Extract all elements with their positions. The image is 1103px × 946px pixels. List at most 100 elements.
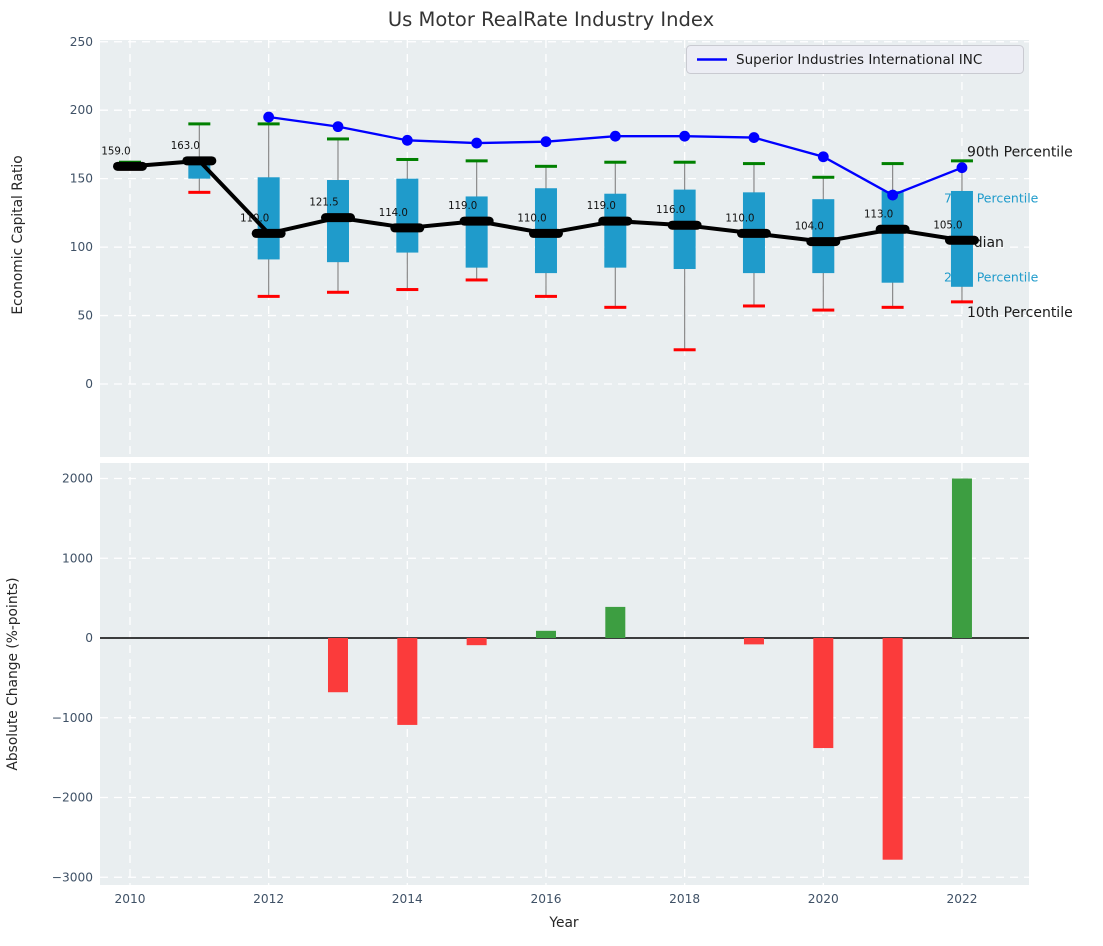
p90-whisker-2012 — [257, 122, 280, 126]
change-bar-2021 — [882, 638, 903, 860]
median-value-label-2016: 110.0 — [517, 213, 546, 224]
bottom-plot-background — [100, 463, 1029, 885]
top-y-tick-0: 0 — [85, 377, 93, 391]
median-marker-2012 — [251, 228, 286, 238]
x-tick-2010: 2010 — [114, 892, 145, 906]
p10-whisker-2021 — [881, 305, 904, 309]
legend-series-label: Superior Industries International INC — [736, 52, 982, 68]
annotation-90th-percentile: 90th Percentile — [967, 145, 1073, 161]
median-value-label-2019: 110.0 — [725, 213, 754, 224]
p90-whisker-2013 — [326, 137, 349, 141]
p10-whisker-2014 — [396, 288, 419, 292]
top-y-tick-150: 150 — [70, 172, 93, 186]
company-point-2020 — [817, 151, 829, 163]
bottom-y-axis-label: Absolute Change (%-points) — [5, 577, 21, 770]
company-point-2016 — [540, 136, 552, 148]
x-tick-2014: 2014 — [392, 892, 423, 906]
p90-whisker-2017 — [604, 160, 627, 164]
change-bar-2019 — [743, 638, 764, 645]
chart-title: Us Motor RealRate Industry Index — [388, 8, 714, 31]
median-value-label-2021: 113.0 — [864, 209, 893, 220]
p90-whisker-2014 — [396, 157, 419, 161]
median-value-label-2018: 116.0 — [656, 205, 685, 216]
x-tick-2020: 2020 — [808, 892, 839, 906]
p90-whisker-2018 — [673, 160, 696, 164]
median-marker-2010 — [113, 161, 147, 171]
top-y-axis-label: Economic Capital Ratio — [10, 155, 26, 314]
bottom-y-tick-0: 0 — [85, 631, 93, 645]
median-marker-2011 — [182, 156, 217, 166]
p10-whisker-2019 — [742, 304, 765, 308]
p90-whisker-2022 — [950, 159, 973, 163]
bottom-y-tick-1000: 1000 — [62, 551, 93, 565]
company-point-2019 — [748, 132, 760, 143]
median-value-label-2014: 114.0 — [379, 208, 408, 219]
bottom-plot-data — [100, 478, 1029, 860]
median-value-label-2012: 110.0 — [240, 213, 269, 224]
median-value-label-2017: 119.0 — [587, 201, 616, 212]
company-point-2012 — [263, 111, 275, 123]
change-bar-2020 — [813, 638, 834, 749]
legend-box — [686, 45, 1024, 74]
median-value-label-2010: 159.0 — [101, 146, 130, 157]
median-marker-2014 — [390, 223, 425, 233]
iqr-box-2012 — [257, 177, 280, 260]
median-marker-2020 — [806, 237, 841, 247]
x-tick-2022: 2022 — [946, 892, 977, 906]
p10-whisker-2013 — [326, 290, 349, 294]
p90-whisker-2016 — [534, 164, 557, 168]
median-value-label-2020: 104.0 — [795, 222, 824, 233]
median-marker-2017 — [598, 216, 633, 226]
company-point-2021 — [887, 189, 899, 201]
iqr-box-2021 — [881, 190, 904, 283]
median-value-label-2013: 121.5 — [309, 198, 338, 209]
company-point-2017 — [609, 130, 621, 142]
p10-whisker-2011 — [188, 190, 211, 194]
p10-whisker-2020 — [812, 308, 835, 312]
top-plot-grid — [100, 40, 1029, 457]
change-bar-2014 — [397, 638, 418, 725]
bottom-y-tick-2000: 2000 — [62, 472, 93, 486]
change-bar-2017 — [605, 606, 626, 638]
median-marker-2022 — [944, 235, 979, 245]
median-marker-2019 — [736, 228, 771, 238]
p90-whisker-2019 — [742, 162, 765, 166]
x-axis-label: Year — [548, 915, 579, 931]
bottom-y-tick--3000: −3000 — [52, 870, 93, 884]
company-point-2018 — [679, 130, 691, 142]
median-marker-2015 — [459, 216, 494, 226]
p10-whisker-2012 — [257, 294, 280, 298]
change-bar-2013 — [327, 638, 348, 693]
bottom-y-tick--2000: −2000 — [52, 791, 93, 805]
p90-whisker-2021 — [881, 162, 904, 166]
company-point-2015 — [471, 137, 483, 149]
company-point-2014 — [401, 134, 413, 146]
x-tick-2016: 2016 — [530, 892, 561, 906]
top-y-tick-250: 250 — [70, 35, 93, 49]
annotation-10th-percentile: 10th Percentile — [967, 305, 1073, 321]
axis-tick-labels: 0 50 100 150 200 250 −3000 −2000 −1000 0 1000 2000 2… — [52, 35, 978, 906]
change-bar-2022 — [951, 478, 972, 638]
iqr-box-2017 — [604, 193, 627, 268]
iqr-box-2020 — [812, 199, 835, 274]
top-y-tick-200: 200 — [70, 103, 93, 117]
change-bar-2016 — [535, 630, 556, 638]
x-tick-2018: 2018 — [669, 892, 700, 906]
p90-whisker-2011 — [188, 122, 211, 126]
p10-whisker-2022 — [950, 300, 973, 304]
p10-whisker-2016 — [534, 294, 557, 298]
top-y-tick-100: 100 — [70, 240, 93, 254]
x-tick-2012: 2012 — [253, 892, 284, 906]
company-point-2013 — [332, 121, 344, 133]
p10-whisker-2017 — [604, 305, 627, 309]
p10-whisker-2018 — [673, 348, 696, 352]
bottom-plot-grid — [100, 463, 1029, 885]
median-marker-2018 — [667, 220, 702, 230]
median-value-label-2015: 119.0 — [448, 201, 477, 212]
iqr-box-2015 — [465, 196, 488, 268]
p90-whisker-2015 — [465, 159, 488, 163]
median-value-label-2011: 163.0 — [171, 141, 200, 152]
bottom-y-tick--1000: −1000 — [52, 711, 93, 725]
